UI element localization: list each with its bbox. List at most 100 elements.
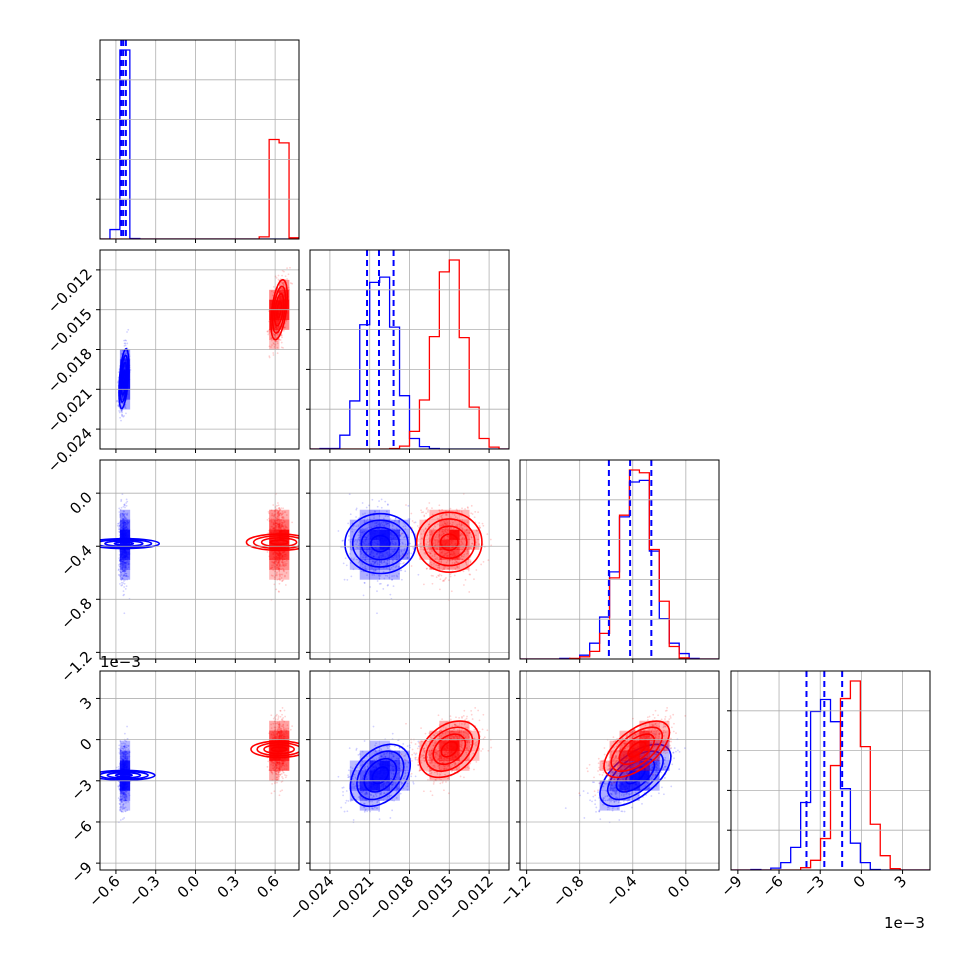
sample-point xyxy=(443,579,445,581)
sample-point xyxy=(123,504,125,506)
sample-point xyxy=(411,531,413,533)
sample-point xyxy=(426,568,428,570)
sample-point xyxy=(273,354,275,356)
sample-point xyxy=(486,533,488,535)
sample-point xyxy=(272,504,274,506)
density-cell xyxy=(279,510,289,520)
sample-point xyxy=(118,410,120,412)
sample-point xyxy=(490,539,492,541)
sample-point xyxy=(378,500,380,502)
sample-point xyxy=(411,565,413,567)
sample-point xyxy=(126,499,128,501)
sample-point xyxy=(376,590,378,592)
sample-point xyxy=(343,562,345,564)
sample-point xyxy=(410,527,412,529)
sample-point xyxy=(473,578,475,580)
sample-point xyxy=(281,507,283,509)
sample-point xyxy=(283,271,285,273)
density-cell xyxy=(120,550,130,560)
sample-point xyxy=(450,508,452,510)
sample-point xyxy=(479,525,481,527)
sample-point xyxy=(465,579,467,581)
sample-point xyxy=(278,507,280,509)
sample-point xyxy=(277,502,279,504)
sample-point xyxy=(275,589,277,591)
sample-point xyxy=(267,519,269,521)
sample-point xyxy=(279,583,281,585)
sample-point xyxy=(470,561,472,563)
sample-point xyxy=(355,516,357,518)
sample-point xyxy=(285,275,287,277)
histogram-series-1 xyxy=(520,470,719,659)
sample-point xyxy=(275,506,277,508)
sample-point xyxy=(346,564,348,566)
sample-point xyxy=(282,579,284,581)
sample-point xyxy=(123,340,125,342)
density-cell xyxy=(370,560,380,570)
sample-point xyxy=(464,508,466,510)
sample-point xyxy=(276,505,278,507)
sample-point xyxy=(118,507,120,509)
panel-1-1 xyxy=(306,250,509,453)
sample-point xyxy=(267,334,269,336)
sample-point xyxy=(291,521,293,523)
sample-point xyxy=(409,518,411,520)
sample-point xyxy=(479,527,481,529)
sample-point xyxy=(412,520,414,522)
sample-point xyxy=(286,267,288,269)
density-cell xyxy=(459,540,469,550)
sample-point xyxy=(123,590,125,592)
sample-point xyxy=(126,505,128,507)
sample-point xyxy=(401,533,403,535)
sample-point xyxy=(124,343,126,345)
sample-point xyxy=(384,501,386,503)
sample-point xyxy=(278,591,280,593)
density-cell xyxy=(370,569,380,579)
sample-point xyxy=(125,588,127,590)
sample-point xyxy=(428,502,430,504)
sample-point xyxy=(412,547,414,549)
density-cell xyxy=(380,560,390,570)
sample-point xyxy=(119,583,121,585)
sample-point xyxy=(417,525,419,527)
sample-point xyxy=(286,278,288,280)
sample-point xyxy=(275,276,277,278)
sample-point xyxy=(288,273,290,275)
sample-point xyxy=(126,331,128,333)
sample-point xyxy=(118,797,120,799)
sample-point xyxy=(451,590,453,592)
sample-point xyxy=(124,583,126,585)
sample-point xyxy=(404,570,406,572)
sample-point xyxy=(276,277,278,279)
sample-point xyxy=(381,499,383,501)
sample-point xyxy=(420,509,422,511)
sample-point xyxy=(417,574,419,576)
sample-point xyxy=(118,568,120,570)
sample-point xyxy=(421,511,423,513)
sample-point xyxy=(461,507,463,509)
sample-point xyxy=(474,511,476,513)
sample-point xyxy=(418,544,420,546)
sample-point xyxy=(281,342,283,344)
sample-point xyxy=(439,578,441,580)
sample-point xyxy=(282,347,284,349)
sample-point xyxy=(413,551,415,553)
sample-point xyxy=(283,330,285,332)
sample-point xyxy=(389,594,391,596)
sample-point xyxy=(123,612,125,614)
sample-point xyxy=(482,525,484,527)
sample-point xyxy=(423,584,425,586)
density-cell xyxy=(269,340,279,350)
sample-point xyxy=(126,585,128,587)
sample-point xyxy=(445,577,447,579)
sample-point xyxy=(477,511,479,513)
sample-point xyxy=(487,559,489,561)
sample-point xyxy=(267,551,269,553)
sample-point xyxy=(118,748,120,750)
sample-point xyxy=(400,570,402,572)
sample-point xyxy=(280,339,282,341)
sample-point xyxy=(418,538,420,540)
sample-point xyxy=(126,501,128,503)
sample-point xyxy=(122,416,124,418)
density-cell xyxy=(120,510,130,520)
